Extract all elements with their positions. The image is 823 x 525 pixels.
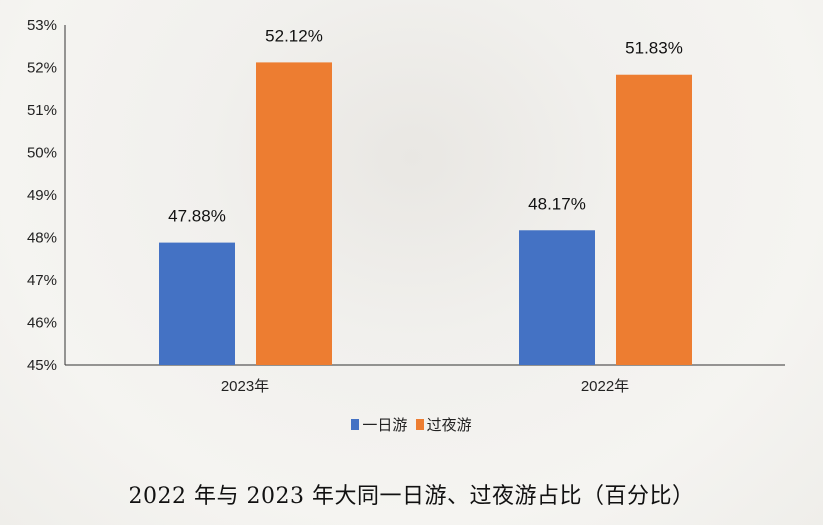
legend-swatch-day-trip — [351, 419, 360, 430]
data-label: 51.83% — [625, 39, 683, 58]
data-label: 48.17% — [528, 194, 586, 213]
y-tick-label: 50% — [27, 145, 57, 162]
legend-label-overnight: 过夜游 — [426, 417, 472, 434]
y-tick-label: 51% — [27, 102, 57, 119]
data-label: 52.12% — [265, 26, 323, 45]
legend-label-day-trip: 一日游 — [362, 417, 408, 434]
y-tick-label: 47% — [27, 272, 57, 289]
y-tick-label: 48% — [27, 230, 57, 247]
chart-title: 2022 年与 2023 年大同一日游、过夜游占比（百分比） — [128, 484, 695, 509]
bar-day-trip — [519, 230, 595, 365]
bar-overnight — [256, 62, 332, 366]
bar-overnight — [616, 74, 692, 365]
legend: 一日游 过夜游 — [0, 414, 823, 435]
y-tick-label: 46% — [27, 315, 57, 332]
data-label: 47.88% — [168, 207, 226, 226]
x-tick-label: 2023年 — [221, 378, 269, 395]
bar-chart: 45% 46% 47% 48% 49% 50% 51% 52% 53% 2023年 47.88% 52… — [27, 17, 785, 395]
y-tick-label: 52% — [27, 60, 57, 77]
y-tick-label: 53% — [27, 17, 57, 34]
bar-day-trip — [159, 242, 235, 365]
x-tick-label: 2022年 — [581, 378, 629, 395]
y-tick-label: 49% — [27, 187, 57, 204]
legend-swatch-overnight — [415, 419, 424, 430]
y-tick-label: 45% — [27, 357, 57, 374]
